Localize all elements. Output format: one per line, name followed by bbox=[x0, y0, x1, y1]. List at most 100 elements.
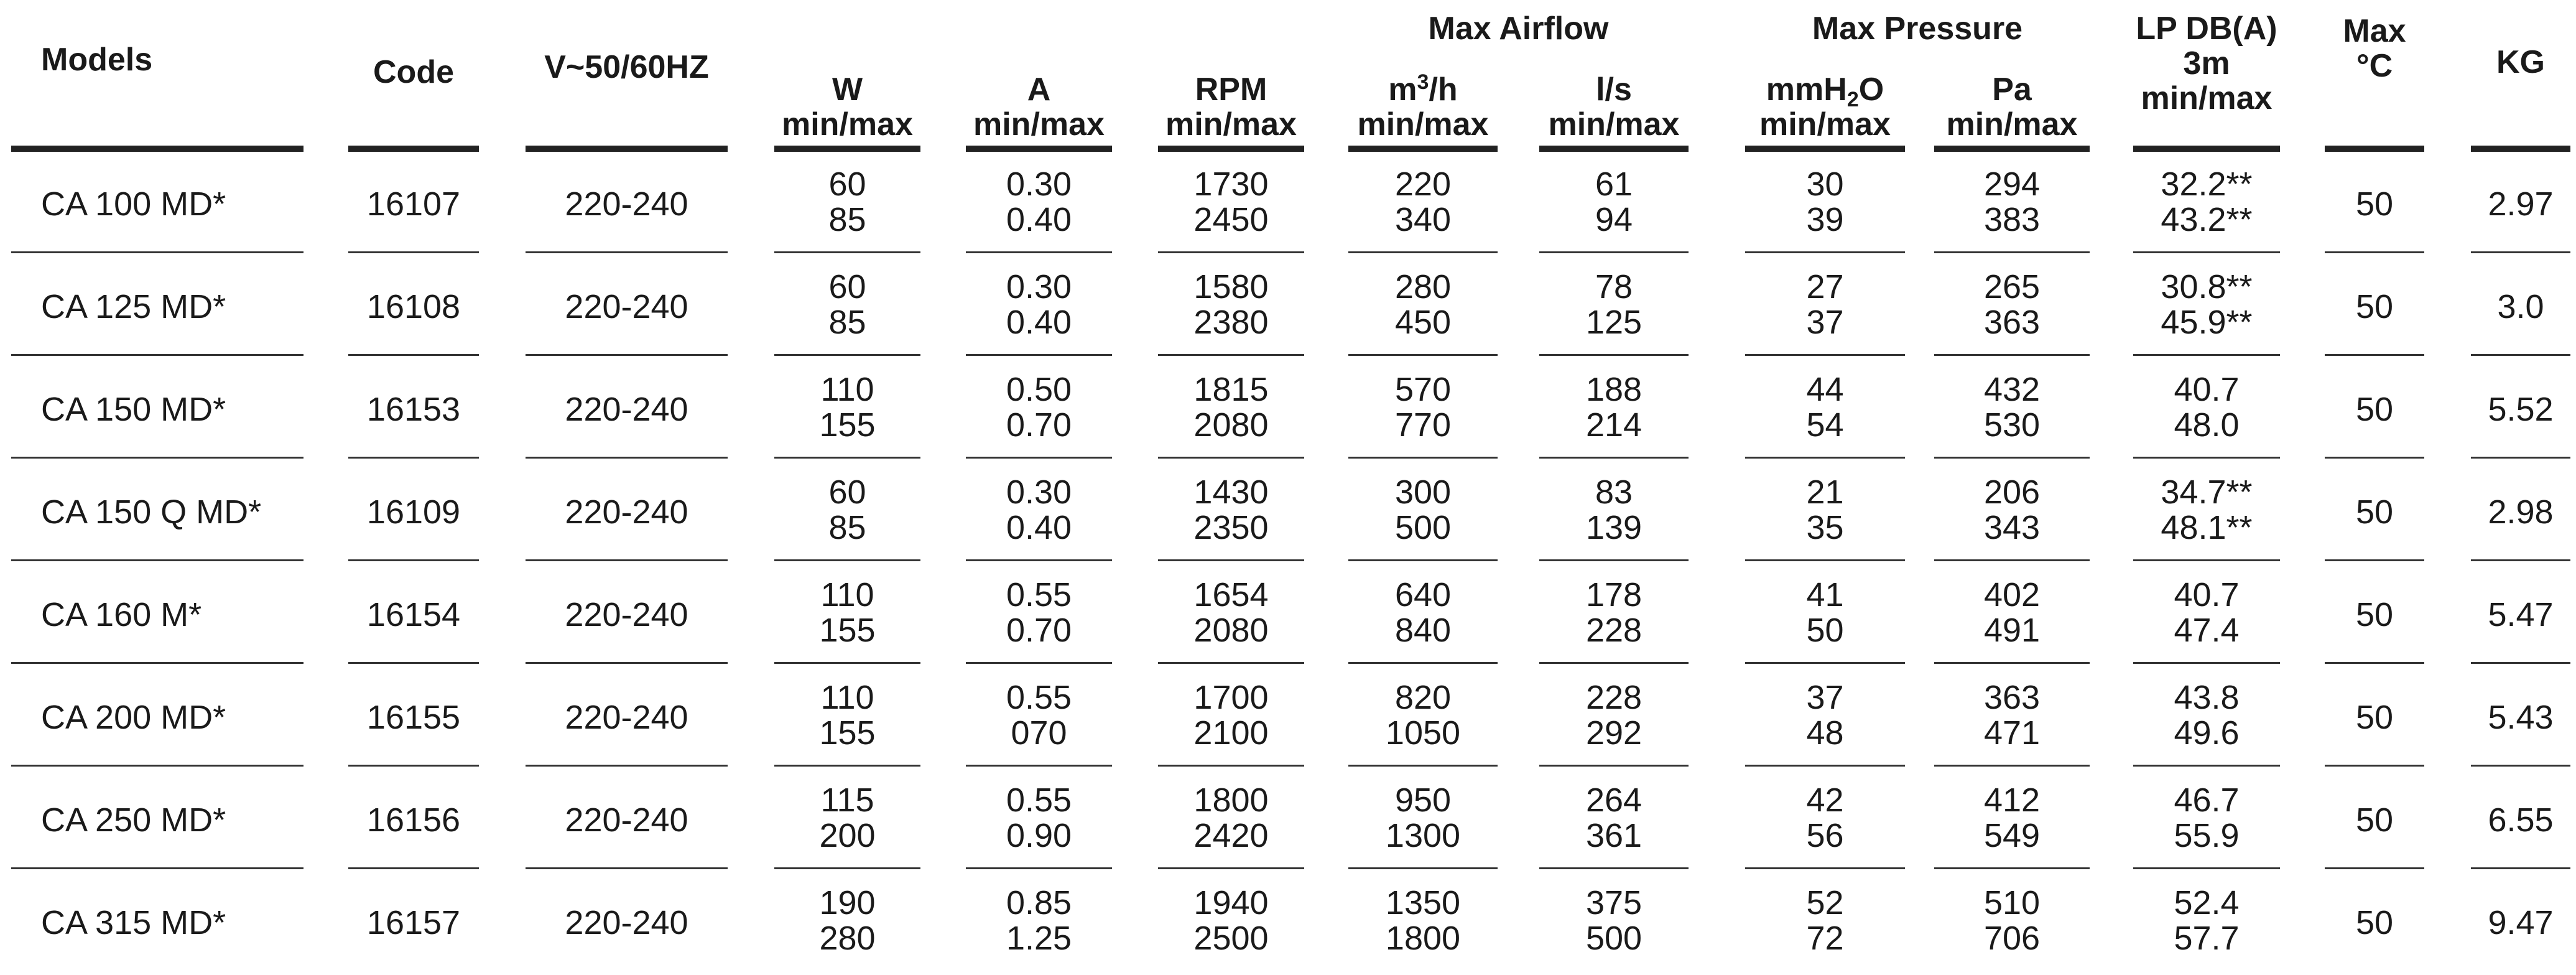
cell-w: 110 155 bbox=[774, 577, 920, 648]
row-rule bbox=[2471, 559, 2570, 561]
row-rule bbox=[1348, 251, 1498, 253]
value-max: 2450 bbox=[1193, 201, 1269, 238]
value-max: 706 bbox=[1983, 920, 2041, 957]
cell-m3h: 1350 1800 bbox=[1348, 885, 1498, 956]
value-min: 52.4 bbox=[2174, 884, 2240, 921]
row-rule bbox=[1158, 251, 1304, 253]
cell-model: CA 125 MD* bbox=[41, 288, 226, 325]
row-rule bbox=[11, 867, 303, 869]
group-header-max-airflow: Max Airflow bbox=[1428, 11, 1609, 47]
row-rule bbox=[1539, 354, 1689, 356]
cell-m3h: 280 450 bbox=[1348, 269, 1498, 340]
row-rule bbox=[2133, 251, 2280, 253]
value-min: 21 bbox=[1806, 474, 1844, 511]
value-min: 820 bbox=[1394, 679, 1452, 716]
cell-mmh2o: 44 54 bbox=[1745, 372, 1905, 443]
value-min: 280 bbox=[1394, 268, 1452, 306]
value-max: 155 bbox=[819, 406, 876, 444]
row-rule bbox=[1745, 251, 1905, 253]
value-max: 361 bbox=[1585, 817, 1642, 854]
cell-m3h: 640 840 bbox=[1348, 577, 1498, 648]
value-max: 139 bbox=[1585, 509, 1642, 546]
value-min: 83 bbox=[1595, 474, 1633, 511]
header-line: °C bbox=[2356, 48, 2393, 84]
value-min: 0.50 bbox=[1006, 371, 1072, 408]
value-min: 1700 bbox=[1193, 679, 1269, 716]
header-unit-mmh2o: mmH2O bbox=[1766, 72, 1884, 111]
header-line: RPM bbox=[1195, 72, 1267, 108]
column-header-ls: l/s min/max bbox=[1539, 72, 1689, 142]
cell-kg: 5.43 bbox=[2488, 699, 2554, 736]
cell-code: 16156 bbox=[366, 801, 461, 839]
row-rule bbox=[2325, 251, 2424, 253]
value-min: 0.55 bbox=[1006, 781, 1072, 819]
row-rule bbox=[2325, 457, 2424, 459]
value-min: 40.7 bbox=[2174, 371, 2240, 408]
value-min: 60 bbox=[828, 474, 866, 511]
row-rule bbox=[11, 765, 303, 767]
row-rule bbox=[348, 559, 479, 561]
header-minmax: min/max bbox=[1759, 106, 1891, 142]
value-min: 0.85 bbox=[1006, 884, 1072, 921]
cell-voltage: 220-240 bbox=[565, 493, 688, 531]
header-rule-m3h bbox=[1348, 146, 1498, 152]
value-max: 292 bbox=[1585, 714, 1642, 752]
value-min: 40.7 bbox=[2174, 576, 2240, 613]
value-min: 0.30 bbox=[1006, 474, 1072, 511]
cell-voltage: 220-240 bbox=[565, 288, 688, 325]
header-line: min/max bbox=[1165, 106, 1297, 142]
value-max: 50 bbox=[1806, 612, 1844, 649]
cell-w: 60 85 bbox=[774, 167, 920, 238]
row-rule bbox=[774, 559, 920, 561]
value-min: 412 bbox=[1983, 781, 2041, 819]
header-line: l/s bbox=[1596, 72, 1632, 108]
cell-max_c: 50 bbox=[2355, 185, 2394, 223]
row-rule bbox=[774, 765, 920, 767]
value-min: 570 bbox=[1394, 371, 1452, 408]
value-max: 214 bbox=[1585, 406, 1642, 444]
value-max: 549 bbox=[1983, 817, 2041, 854]
row-rule bbox=[1539, 765, 1689, 767]
row-rule bbox=[2133, 559, 2280, 561]
cell-voltage: 220-240 bbox=[565, 596, 688, 633]
value-min: 294 bbox=[1983, 166, 2041, 203]
value-min: 61 bbox=[1595, 166, 1633, 203]
cell-pa: 265 363 bbox=[1934, 269, 2090, 340]
value-min: 363 bbox=[1983, 679, 2041, 716]
row-rule bbox=[1348, 457, 1498, 459]
header-minmax: min/max bbox=[1357, 106, 1489, 142]
row-rule bbox=[1934, 765, 2090, 767]
row-rule bbox=[1158, 662, 1304, 664]
value-max: 94 bbox=[1595, 201, 1633, 238]
cell-voltage: 220-240 bbox=[565, 801, 688, 839]
cell-max_c: 50 bbox=[2355, 493, 2394, 531]
value-min: 110 bbox=[820, 371, 874, 408]
header-line: Max bbox=[2343, 13, 2406, 49]
cell-w: 110 155 bbox=[774, 680, 920, 751]
header-line: min/max bbox=[973, 106, 1105, 142]
value-min: 188 bbox=[1585, 371, 1642, 408]
value-max: 770 bbox=[1394, 406, 1452, 444]
cell-rpm: 1730 2450 bbox=[1158, 167, 1304, 238]
value-max: 363 bbox=[1983, 304, 2041, 341]
row-rule bbox=[1348, 559, 1498, 561]
cell-rpm: 1700 2100 bbox=[1158, 680, 1304, 751]
value-min: 60 bbox=[828, 166, 866, 203]
header-rule-model bbox=[11, 146, 303, 152]
header-rule-ls bbox=[1539, 146, 1689, 152]
value-max: 85 bbox=[828, 509, 866, 546]
row-rule bbox=[774, 457, 920, 459]
header-line: V~50/60HZ bbox=[544, 49, 709, 85]
value-min: 30 bbox=[1806, 166, 1844, 203]
header-rule-max_c bbox=[2325, 146, 2424, 152]
cell-a: 0.55 0.90 bbox=[966, 783, 1112, 854]
value-min: 206 bbox=[1983, 474, 2041, 511]
header-line: Models bbox=[41, 42, 153, 78]
value-min: 110 bbox=[820, 679, 874, 716]
value-max: 343 bbox=[1983, 509, 2041, 546]
row-rule bbox=[1158, 457, 1304, 459]
row-rule bbox=[1934, 867, 2090, 869]
column-header-rpm: RPM min/max bbox=[1158, 72, 1304, 142]
